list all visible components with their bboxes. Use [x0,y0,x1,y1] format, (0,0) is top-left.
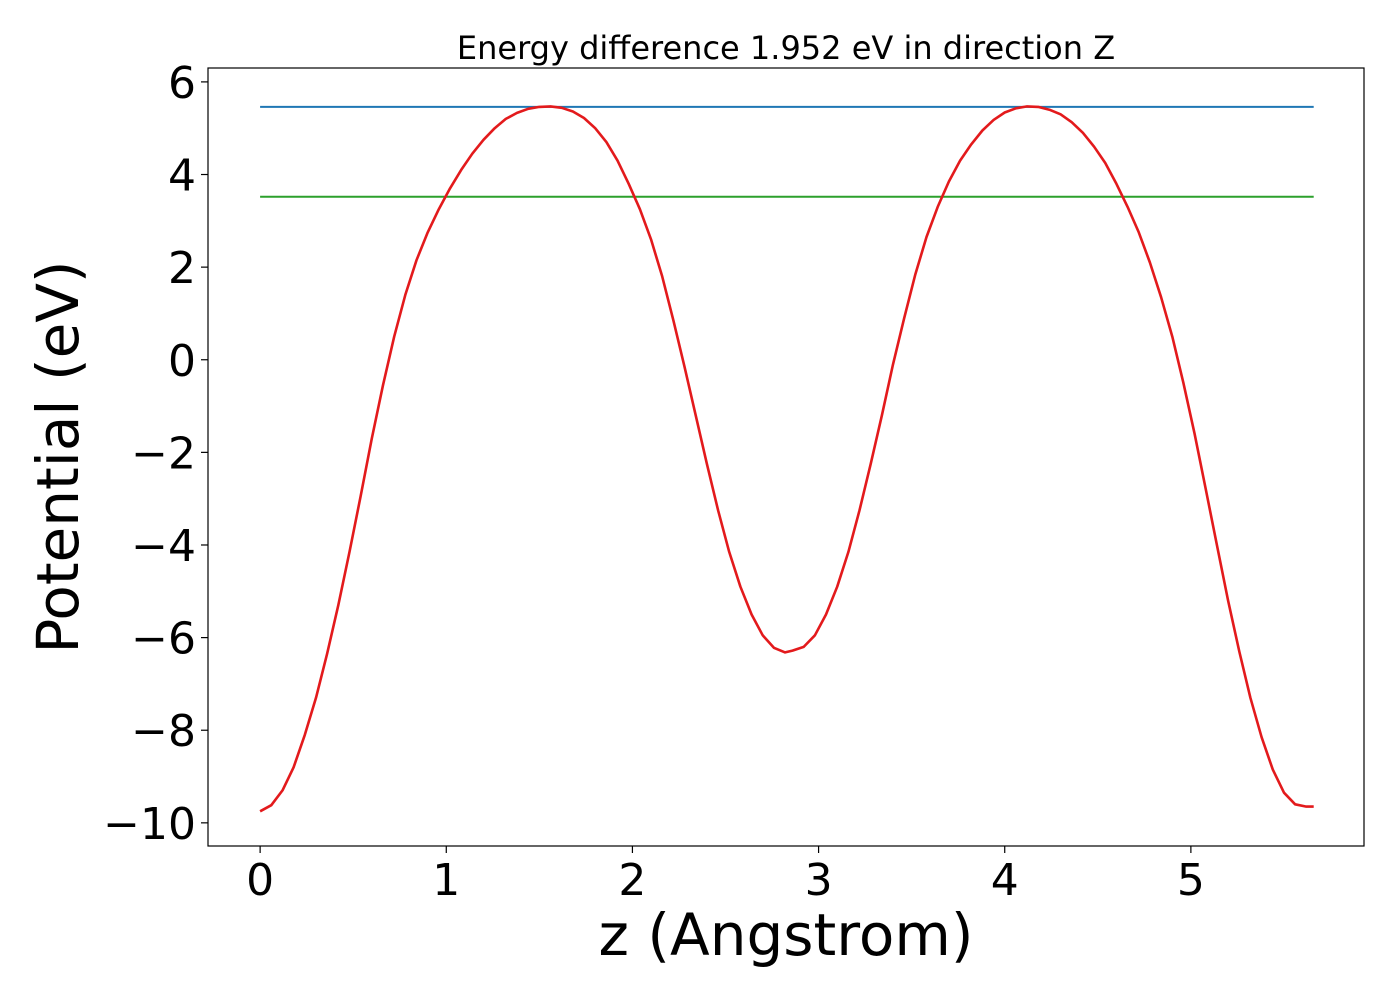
series-line-2 [259,105,1314,813]
y-tick-label: 6 [168,58,196,109]
y-tick-label: −6 [131,614,196,665]
y-axis: 6 4 2 0 −2 −4 −6 −8 −10 [103,58,208,850]
plot-area-frame [207,67,1365,847]
y-axis-title: Potential (eV) [24,260,92,653]
x-tick-label: 0 [246,855,274,906]
y-tick-label: −8 [131,706,196,757]
x-tick-label: 3 [805,855,833,906]
series-layer [259,105,1314,813]
chart-title: Energy difference 1.952 eV in direction … [457,29,1115,67]
y-tick-label: 4 [168,151,196,202]
y-tick-label: 0 [168,336,196,387]
x-tick-label: 4 [991,855,1019,906]
x-tick-label: 5 [1177,855,1205,906]
y-tick-label: −4 [131,521,196,572]
x-axis: 0 1 2 3 4 5 [246,846,1205,906]
x-tick-label: 2 [618,855,646,906]
x-tick-label: 1 [432,855,460,906]
y-tick-label: −2 [131,428,196,479]
y-tick-label: −10 [103,799,196,850]
x-axis-title: z (Angstrom) [599,901,974,969]
y-tick-label: 2 [168,243,196,294]
